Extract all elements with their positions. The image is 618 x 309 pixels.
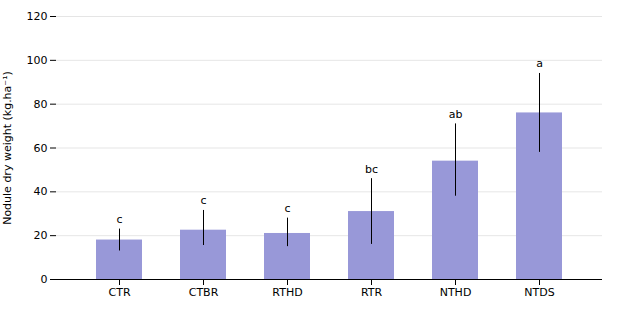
svg-text:20: 20 xyxy=(34,229,48,242)
svg-text:Nodule dry weight (kg.ha⁻¹): Nodule dry weight (kg.ha⁻¹) xyxy=(1,71,14,225)
svg-text:c: c xyxy=(200,194,206,207)
svg-text:CTR: CTR xyxy=(108,286,130,299)
svg-text:c: c xyxy=(116,213,122,226)
svg-text:RTHD: RTHD xyxy=(272,286,302,299)
svg-text:NTDS: NTDS xyxy=(524,286,554,299)
svg-text:80: 80 xyxy=(34,98,48,111)
svg-text:CTBR: CTBR xyxy=(189,286,219,299)
svg-text:bc: bc xyxy=(365,163,378,176)
svg-text:NTHD: NTHD xyxy=(440,286,472,299)
svg-text:ab: ab xyxy=(449,108,463,121)
svg-text:a: a xyxy=(536,57,543,70)
svg-text:60: 60 xyxy=(34,142,48,155)
svg-text:40: 40 xyxy=(34,185,48,198)
svg-text:120: 120 xyxy=(27,10,48,23)
svg-text:0: 0 xyxy=(41,273,48,286)
svg-text:c: c xyxy=(284,202,290,215)
svg-text:100: 100 xyxy=(27,54,48,67)
svg-text:RTR: RTR xyxy=(361,286,383,299)
